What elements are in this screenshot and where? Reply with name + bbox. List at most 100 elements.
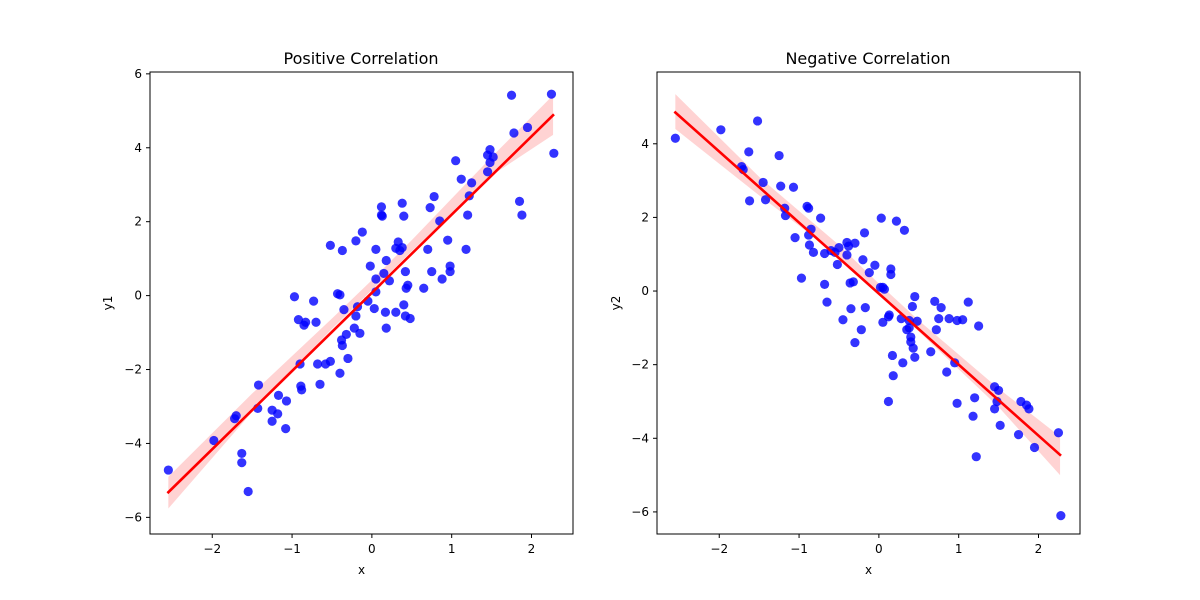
data-point: [267, 416, 277, 426]
data-point: [403, 280, 413, 290]
data-point: [898, 358, 908, 368]
data-point: [463, 210, 473, 220]
data-point: [379, 268, 389, 279]
data-point: [397, 198, 407, 208]
data-point: [293, 315, 304, 325]
confidence-band: [675, 94, 1061, 476]
data-point: [848, 277, 858, 287]
x-ticks: −2 −1 0 1 2: [710, 534, 1042, 556]
data-point: [850, 238, 860, 248]
data-point: [990, 404, 1000, 414]
data-point: [273, 409, 283, 419]
y-axis-label: y2: [609, 296, 623, 311]
y-tick-label: −2: [124, 363, 142, 377]
data-point: [846, 304, 856, 314]
data-point: [790, 233, 800, 243]
points-layer: [163, 89, 559, 497]
x-tick-label: 1: [955, 542, 963, 556]
data-point: [944, 314, 954, 324]
data-point: [970, 393, 980, 403]
data-point: [425, 203, 435, 213]
data-point: [381, 323, 391, 333]
data-point: [774, 150, 784, 161]
data-point: [301, 317, 311, 327]
data-point: [371, 274, 381, 284]
data-point: [381, 255, 391, 266]
data-point: [311, 317, 321, 327]
data-point: [315, 379, 325, 389]
data-point: [850, 337, 860, 348]
data-point: [289, 292, 300, 302]
y-tick-label: −6: [631, 505, 649, 519]
data-point: [758, 177, 768, 188]
data-point: [451, 156, 461, 166]
y-tick-label: 4: [134, 141, 142, 155]
x-tick-label: −1: [790, 542, 808, 556]
data-point: [1056, 510, 1066, 521]
data-point: [483, 167, 493, 177]
data-point: [281, 424, 291, 434]
data-point: [313, 359, 323, 369]
regression-line-layer: [166, 113, 555, 495]
data-point: [467, 178, 477, 188]
y-tick-label: −4: [124, 436, 142, 450]
y-axis-label: y1: [101, 296, 115, 311]
y-tick-label: 6: [134, 67, 142, 81]
data-point: [351, 236, 361, 246]
data-point: [993, 385, 1004, 396]
data-point: [804, 203, 814, 213]
data-point: [343, 353, 353, 364]
plot-negative-correlation: Negative Correlation −2 −1 0 1 2 −6 −4 −2 0 2 4 x…: [609, 49, 1081, 577]
data-point: [488, 152, 498, 162]
data-point: [376, 202, 387, 212]
data-point: [549, 148, 559, 158]
data-point: [237, 448, 247, 459]
data-point: [816, 213, 826, 223]
data-point: [443, 235, 453, 245]
x-tick-label: 1: [448, 542, 456, 556]
data-point: [514, 196, 525, 206]
data-point: [309, 296, 319, 306]
data-point: [910, 352, 920, 362]
data-point: [887, 350, 898, 361]
data-point: [995, 420, 1005, 430]
data-point: [870, 260, 880, 270]
regression-line-layer: [673, 110, 1062, 457]
data-point: [899, 225, 910, 235]
data-point: [339, 305, 349, 315]
x-tick-label: 0: [368, 542, 376, 556]
data-point: [808, 247, 819, 257]
data-point: [335, 368, 345, 378]
data-point: [253, 380, 264, 390]
axes-frame: [149, 71, 574, 535]
data-point: [405, 313, 415, 324]
chart-title: Positive Correlation: [284, 49, 439, 68]
x-axis-label: x: [358, 563, 365, 577]
data-point: [355, 328, 365, 338]
plot-positive-correlation: Positive Correlation −2 −1 0 1 2 −6−4−20246 …: [101, 49, 574, 577]
data-point: [1013, 430, 1024, 440]
data-point: [760, 195, 771, 205]
y-ticks: −6 −4 −2 0 2 4: [631, 137, 657, 519]
data-point: [506, 90, 517, 100]
data-point: [400, 266, 410, 277]
data-point: [776, 181, 786, 191]
regression-line: [673, 110, 1062, 457]
data-point: [399, 300, 409, 310]
data-point: [878, 317, 888, 327]
data-point: [371, 244, 381, 255]
data-point: [832, 259, 842, 270]
data-point: [930, 296, 940, 306]
data-point: [904, 323, 914, 333]
data-point: [397, 242, 407, 253]
data-point: [838, 315, 848, 325]
x-tick-label: −1: [283, 542, 301, 556]
data-point: [419, 283, 429, 293]
confidence-band-layer: [168, 95, 554, 509]
regression-line: [166, 113, 555, 495]
data-point: [485, 145, 495, 155]
data-point: [886, 269, 896, 280]
data-point: [273, 390, 284, 400]
